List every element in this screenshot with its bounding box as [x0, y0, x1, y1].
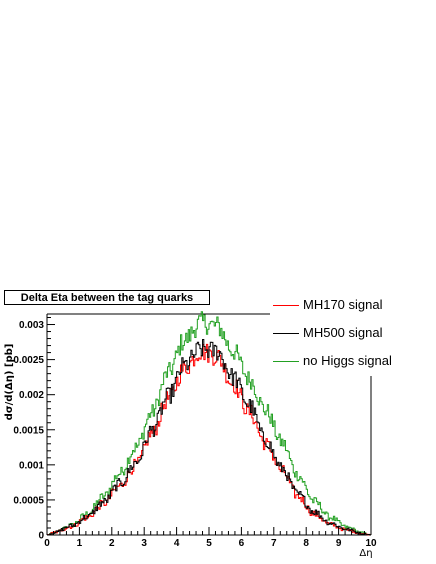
ticks: 0 1 2 3 4 5 6 7 8 9 10 0 0.0005 0.001 0.0015 0.002 0.002…	[13, 317, 377, 549]
x-tick-label-10: 10	[365, 538, 377, 549]
x-tick-label-9: 9	[336, 538, 342, 549]
series-line-2	[46, 311, 371, 536]
x-tick-label-7: 7	[271, 538, 277, 549]
legend-label-mh170: MH170 signal	[303, 297, 383, 312]
legend-label-no-higgs: no Higgs signal	[303, 353, 392, 368]
y-tick-label-5: 0.0025	[13, 355, 44, 366]
x-tick-label-4: 4	[174, 538, 180, 549]
x-tick-label-6: 6	[239, 538, 245, 549]
legend-item-mh170: MH170 signal	[270, 296, 436, 316]
x-tick-label-2: 2	[109, 538, 115, 549]
x-axis-label: Δη	[359, 548, 372, 559]
x-tick-label-8: 8	[303, 538, 309, 549]
legend-swatch-mh170	[273, 305, 299, 306]
y-tick-label-1: 0.0005	[13, 495, 44, 506]
y-tick-label-0: 0	[38, 531, 44, 542]
y-tick-label-2: 0.001	[19, 460, 44, 471]
x-tick-label-1: 1	[77, 538, 83, 549]
y-axis-label: dσ/d(Δη) [pb]	[4, 344, 15, 421]
legend-item-no-higgs: no Higgs signal	[270, 352, 436, 372]
legend-label-mh500: MH500 signal	[303, 325, 383, 340]
x-tick-label-5: 5	[206, 538, 212, 549]
series-layer	[46, 311, 371, 536]
y-tick-label-3: 0.0015	[13, 425, 44, 436]
y-tick-label-6: 0.003	[19, 320, 44, 331]
chart-title: Delta Eta between the tag quarks	[4, 290, 210, 305]
legend-swatch-mh500	[273, 333, 299, 334]
legend-item-mh500: MH500 signal	[270, 324, 436, 344]
x-tick-label-3: 3	[141, 538, 147, 549]
x-tick-label-0: 0	[44, 538, 50, 549]
legend-swatch-no-higgs	[273, 361, 299, 362]
series-line-1	[46, 338, 371, 536]
y-tick-label-4: 0.002	[19, 390, 44, 401]
legend: MH170 signal MH500 signal no Higgs signa…	[270, 294, 436, 376]
